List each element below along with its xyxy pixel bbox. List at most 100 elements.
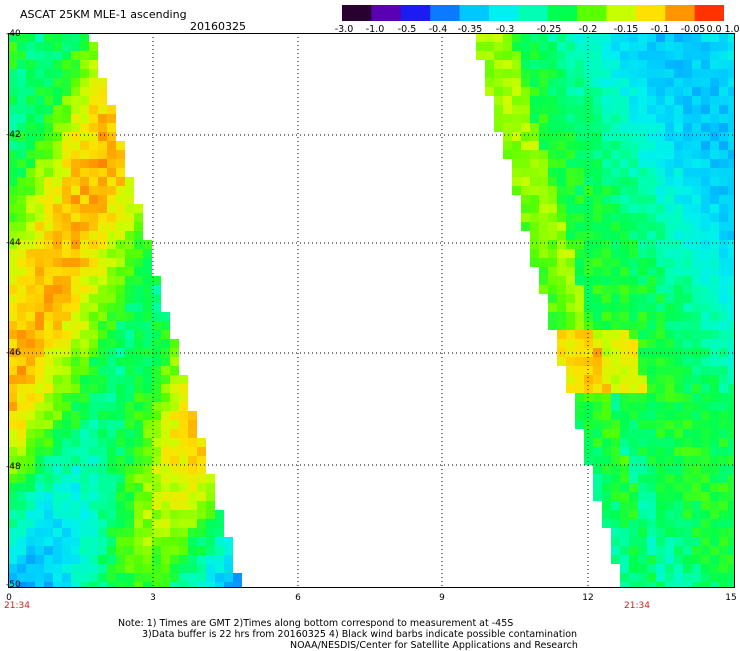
wind-cell — [719, 402, 728, 411]
wind-cell — [602, 384, 611, 393]
wind-cell — [629, 78, 638, 87]
wind-cell — [683, 555, 692, 564]
wind-cell — [593, 204, 602, 213]
wind-cell — [71, 546, 80, 555]
wind-cell — [107, 321, 116, 330]
wind-cell — [44, 87, 53, 96]
wind-cell — [530, 33, 539, 42]
wind-cell — [647, 348, 656, 357]
wind-cell — [143, 267, 152, 276]
wind-cell — [683, 96, 692, 105]
wind-cell — [494, 69, 503, 78]
wind-cell — [125, 258, 134, 267]
wind-cell — [620, 177, 629, 186]
wind-cell — [26, 87, 35, 96]
wind-cell — [179, 501, 188, 510]
wind-cell — [728, 438, 735, 447]
wind-cell — [692, 384, 701, 393]
wind-cell — [719, 339, 728, 348]
wind-cell — [89, 168, 98, 177]
wind-cell — [26, 249, 35, 258]
wind-cell — [647, 123, 656, 132]
wind-cell — [143, 546, 152, 555]
wind-cell — [611, 159, 620, 168]
wind-cell — [575, 384, 584, 393]
wind-cell — [35, 51, 44, 60]
wind-cell — [26, 501, 35, 510]
wind-cell — [206, 564, 215, 573]
wind-cell — [548, 168, 557, 177]
wind-cell — [44, 492, 53, 501]
wind-cell — [629, 357, 638, 366]
wind-cell — [152, 393, 161, 402]
wind-cell — [620, 393, 629, 402]
wind-cell — [638, 465, 647, 474]
wind-cell — [674, 375, 683, 384]
wind-cell — [143, 510, 152, 519]
wind-cell — [638, 456, 647, 465]
wind-cell — [719, 555, 728, 564]
wind-cell — [71, 384, 80, 393]
wind-cell — [89, 285, 98, 294]
wind-cell — [152, 582, 161, 588]
wind-cell — [80, 384, 89, 393]
wind-cell — [539, 222, 548, 231]
wind-cell — [89, 213, 98, 222]
colorbar-swatch — [694, 5, 724, 21]
wind-cell — [674, 429, 683, 438]
wind-cell — [719, 411, 728, 420]
wind-cell — [62, 276, 71, 285]
wind-cell — [665, 348, 674, 357]
wind-cell — [548, 285, 557, 294]
wind-cell — [611, 357, 620, 366]
wind-cell — [647, 411, 656, 420]
wind-cell — [116, 294, 125, 303]
wind-cell — [215, 582, 224, 588]
wind-cell — [26, 303, 35, 312]
wind-cell — [107, 159, 116, 168]
wind-cell — [638, 87, 647, 96]
wind-cell — [674, 213, 683, 222]
wind-cell — [611, 366, 620, 375]
wind-cell — [17, 69, 26, 78]
wind-cell — [35, 483, 44, 492]
wind-cell — [728, 303, 735, 312]
wind-cell — [728, 285, 735, 294]
wind-cell — [629, 501, 638, 510]
wind-cell — [179, 393, 188, 402]
wind-cell — [71, 195, 80, 204]
wind-cell — [116, 411, 125, 420]
wind-cell — [116, 573, 125, 582]
wind-cell — [656, 366, 665, 375]
wind-cell — [53, 42, 62, 51]
wind-cell — [674, 321, 683, 330]
colorbar-label: 0.0 — [706, 24, 722, 35]
wind-cell — [701, 87, 710, 96]
wind-cell — [674, 87, 683, 96]
wind-cell — [629, 582, 638, 588]
y-tick-label: -46 — [6, 348, 21, 358]
wind-cell — [494, 96, 503, 105]
wind-cell — [647, 339, 656, 348]
wind-cell — [44, 51, 53, 60]
wind-cell — [98, 555, 107, 564]
wind-cell — [665, 87, 674, 96]
wind-cell — [44, 564, 53, 573]
wind-cell — [719, 276, 728, 285]
wind-cell — [620, 330, 629, 339]
wind-cell — [71, 303, 80, 312]
wind-cell — [53, 186, 62, 195]
wind-cell — [35, 87, 44, 96]
wind-cell — [701, 303, 710, 312]
wind-cell — [89, 78, 98, 87]
wind-cell — [692, 555, 701, 564]
wind-cell — [8, 474, 17, 483]
wind-cell — [53, 510, 62, 519]
wind-cell — [116, 204, 125, 213]
wind-cell — [629, 366, 638, 375]
x-tick-label: 6 — [295, 593, 301, 603]
wind-cell — [593, 240, 602, 249]
wind-cell — [89, 402, 98, 411]
wind-cell — [566, 312, 575, 321]
wind-cell — [26, 420, 35, 429]
